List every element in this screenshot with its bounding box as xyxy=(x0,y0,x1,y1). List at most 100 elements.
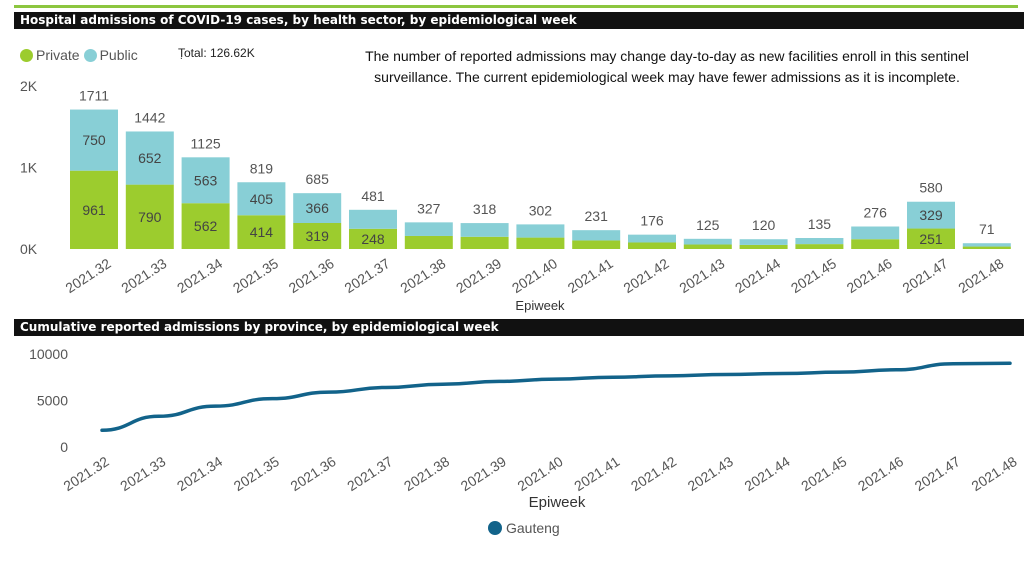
line-x-tick: 2021.43 xyxy=(685,453,736,494)
bar-total-label: 580 xyxy=(919,180,943,196)
bar-x-tick: 2021.37 xyxy=(341,255,392,296)
bar-public xyxy=(907,201,955,229)
bar-x-tick: 2021.45 xyxy=(788,255,839,296)
bar-public xyxy=(516,224,565,238)
bar-total-label: 1711 xyxy=(79,88,109,104)
bar-public xyxy=(962,243,1011,247)
gauteng-dot-icon xyxy=(488,521,502,535)
bar-x-tick: 2021.35 xyxy=(230,255,281,296)
line-x-tick: 2021.47 xyxy=(912,453,963,494)
bar-private xyxy=(851,239,900,249)
bar-total-label: 231 xyxy=(585,208,609,224)
line-x-tick: 2021.39 xyxy=(458,453,509,494)
bar-label-private: 248 xyxy=(361,231,385,247)
line-x-tick: 2021.32 xyxy=(60,453,111,494)
bar-total-label: 302 xyxy=(529,202,553,218)
bar-private xyxy=(962,246,1011,249)
line-x-tick: 2021.36 xyxy=(287,453,338,494)
bar-public xyxy=(572,230,621,241)
bar-total-label: 276 xyxy=(864,205,888,221)
bar-x-tick: 2021.47 xyxy=(899,255,950,296)
line-x-tick: 2021.35 xyxy=(231,453,282,494)
bar-label-private: 251 xyxy=(919,231,943,247)
line-x-tick: 2021.40 xyxy=(514,453,565,494)
bar-label-private: 319 xyxy=(306,228,330,244)
line-x-tick: 2021.48 xyxy=(968,453,1019,494)
bar-public xyxy=(628,234,676,243)
legend-item-public[interactable]: Public xyxy=(83,47,138,63)
line-x-tick: 2021.37 xyxy=(344,453,395,494)
bar-private xyxy=(181,203,230,249)
bar-private xyxy=(739,244,788,249)
line-chart-header: Cumulative reported admissions by provin… xyxy=(14,319,1024,336)
bar-total-label: 71 xyxy=(979,221,995,237)
bar-x-tick: 2021.34 xyxy=(174,255,225,296)
bar-public xyxy=(460,223,509,237)
bar-x-tick: 2021.42 xyxy=(620,255,671,296)
bar-public xyxy=(181,157,230,204)
bar-label-public: 652 xyxy=(138,150,162,166)
bar-total-label: 318 xyxy=(473,201,497,217)
bar-private xyxy=(125,184,174,249)
bar-legend[interactable]: Private Public . xyxy=(20,47,183,63)
legend-label-private: Private xyxy=(36,47,80,63)
bar-total-label: 327 xyxy=(417,200,441,216)
bar-private xyxy=(683,244,732,249)
line-legend[interactable]: Gauteng xyxy=(488,520,560,536)
line-y-tick: 0 xyxy=(60,439,68,455)
accent-line xyxy=(14,5,1018,8)
bar-y-tick: 0K xyxy=(20,241,38,257)
bar-total-label: 481 xyxy=(361,188,385,204)
bar-chart-header: Hospital admissions of COVID-19 cases, b… xyxy=(14,12,1024,29)
bar-x-tick: 2021.32 xyxy=(62,255,113,296)
bar-private xyxy=(237,215,286,249)
series-line-gauteng xyxy=(100,361,1012,433)
bar-label-public: 405 xyxy=(250,191,274,207)
line-x-tick: 2021.38 xyxy=(401,453,452,494)
bar-x-tick: 2021.39 xyxy=(453,255,504,296)
total-label: Total: 126.62K xyxy=(178,46,255,60)
line-y-tick: 10000 xyxy=(29,346,68,362)
bar-public xyxy=(237,182,286,216)
bar-total-label: 176 xyxy=(640,213,664,229)
bar-private xyxy=(70,170,118,249)
bar-private xyxy=(349,228,397,249)
bar-x-tick: 2021.41 xyxy=(565,255,616,296)
bar-label-private: 961 xyxy=(82,202,106,218)
bar-total-label: 125 xyxy=(696,217,720,233)
bar-private xyxy=(516,237,565,249)
bar-total-label: 685 xyxy=(306,171,330,187)
line-x-axis-title: Epiweek xyxy=(529,494,586,511)
bar-label-public: 366 xyxy=(306,200,330,216)
bar-total-label: 1442 xyxy=(134,109,165,125)
legend-separator: . xyxy=(179,48,184,62)
bar-total-label: 120 xyxy=(752,217,776,233)
bar-private xyxy=(907,228,955,249)
line-x-tick: 2021.46 xyxy=(855,453,906,494)
bar-public xyxy=(683,238,732,245)
private-dot-icon xyxy=(20,48,33,62)
bar-private xyxy=(460,236,509,249)
bar-public xyxy=(739,239,788,245)
legend-item-private[interactable]: Private xyxy=(20,47,80,63)
bar-y-tick: 1K xyxy=(20,160,38,176)
line-x-tick: 2021.34 xyxy=(174,453,225,494)
bar-public xyxy=(125,131,174,185)
bar-x-tick: 2021.36 xyxy=(286,255,337,296)
bar-x-tick: 2021.38 xyxy=(397,255,448,296)
bar-x-tick: 2021.48 xyxy=(955,255,1006,296)
bar-public xyxy=(404,222,453,236)
bar-total-label: 135 xyxy=(808,216,832,232)
legend-label-public: Public xyxy=(99,47,138,63)
bar-public xyxy=(795,237,844,245)
line-y-tick: 5000 xyxy=(37,393,68,409)
line-x-tick: 2021.41 xyxy=(571,453,622,494)
bar-label-public: 329 xyxy=(919,207,943,223)
bar-label-public: 563 xyxy=(194,172,218,188)
bar-public xyxy=(349,209,397,229)
bar-public xyxy=(70,109,118,171)
bar-total-label: 819 xyxy=(250,160,274,176)
bar-private xyxy=(293,223,342,249)
bar-total-label: 1125 xyxy=(191,135,221,151)
